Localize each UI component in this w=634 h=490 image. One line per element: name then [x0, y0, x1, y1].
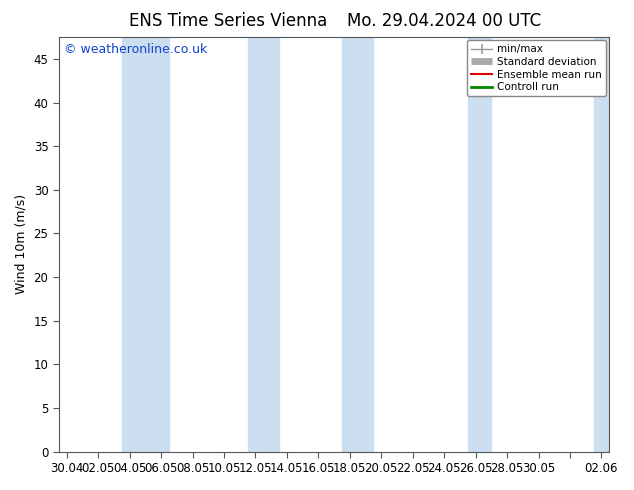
- Bar: [342, 37, 373, 452]
- Bar: [247, 37, 279, 452]
- Bar: [468, 37, 491, 452]
- Text: © weatheronline.co.uk: © weatheronline.co.uk: [65, 43, 207, 56]
- Y-axis label: Wind 10m (m/s): Wind 10m (m/s): [15, 194, 28, 294]
- Text: ENS Time Series Vienna: ENS Time Series Vienna: [129, 12, 327, 30]
- Text: Mo. 29.04.2024 00 UTC: Mo. 29.04.2024 00 UTC: [347, 12, 541, 30]
- Legend: min/max, Standard deviation, Ensemble mean run, Controll run: min/max, Standard deviation, Ensemble me…: [467, 40, 606, 97]
- Bar: [122, 37, 169, 452]
- Bar: [593, 37, 617, 452]
